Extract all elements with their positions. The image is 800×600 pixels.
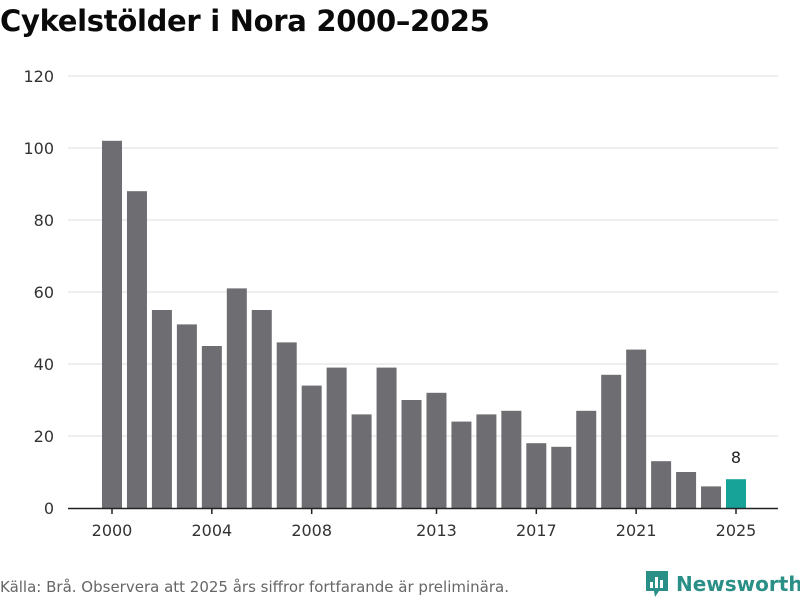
bar-2014 xyxy=(451,421,472,508)
x-tick-label: 2017 xyxy=(516,521,557,540)
y-tick-label: 60 xyxy=(34,283,54,302)
bar-2015 xyxy=(476,414,497,508)
bar-2025 xyxy=(726,479,746,508)
x-tick-label: 2008 xyxy=(291,521,332,540)
x-tick-label: 2013 xyxy=(416,521,457,540)
bar-2006 xyxy=(251,310,272,508)
bar-2001 xyxy=(126,191,147,508)
logo-text: Newsworthy xyxy=(676,572,800,596)
bar-2020 xyxy=(601,374,622,508)
bar-chart-icon xyxy=(646,571,668,597)
bar-2009 xyxy=(326,367,347,508)
x-tick-label: 2025 xyxy=(716,521,757,540)
bar-2010 xyxy=(351,414,372,508)
x-tick-label: 2004 xyxy=(191,521,232,540)
data-label: 8 xyxy=(731,448,741,467)
bar-2013 xyxy=(426,392,447,508)
bar-2017 xyxy=(526,443,547,508)
y-tick-label: 100 xyxy=(23,139,54,158)
y-tick-label: 0 xyxy=(44,499,54,518)
bar-2004 xyxy=(201,346,222,508)
bar-2008 xyxy=(301,385,322,508)
chart-title: Cykelstölder i Nora 2000–2025 xyxy=(0,4,490,38)
x-tick-label: 2000 xyxy=(92,521,133,540)
bar-2019 xyxy=(576,410,597,508)
bar-2000 xyxy=(102,140,122,509)
y-tick-label: 80 xyxy=(34,211,54,230)
source-note: Källa: Brå. Observera att 2025 års siffr… xyxy=(0,578,509,596)
y-tick-label: 20 xyxy=(34,427,54,446)
bar-2024 xyxy=(701,486,722,508)
bar-2021 xyxy=(626,349,647,508)
y-tick-label: 40 xyxy=(34,355,54,374)
bar-2005 xyxy=(226,288,247,508)
bar-2003 xyxy=(176,324,197,508)
bar-2002 xyxy=(151,310,172,508)
newsworthy-logo[interactable]: Newsworthy xyxy=(644,568,800,600)
bar-2016 xyxy=(501,410,522,508)
bar-2007 xyxy=(276,342,297,508)
y-tick-label: 120 xyxy=(23,67,54,86)
bar-2022 xyxy=(651,461,672,508)
x-tick-label: 2021 xyxy=(616,521,657,540)
bar-2023 xyxy=(676,472,697,508)
bar-2011 xyxy=(376,367,397,508)
bar-2012 xyxy=(401,400,422,508)
bar-2018 xyxy=(551,446,572,508)
